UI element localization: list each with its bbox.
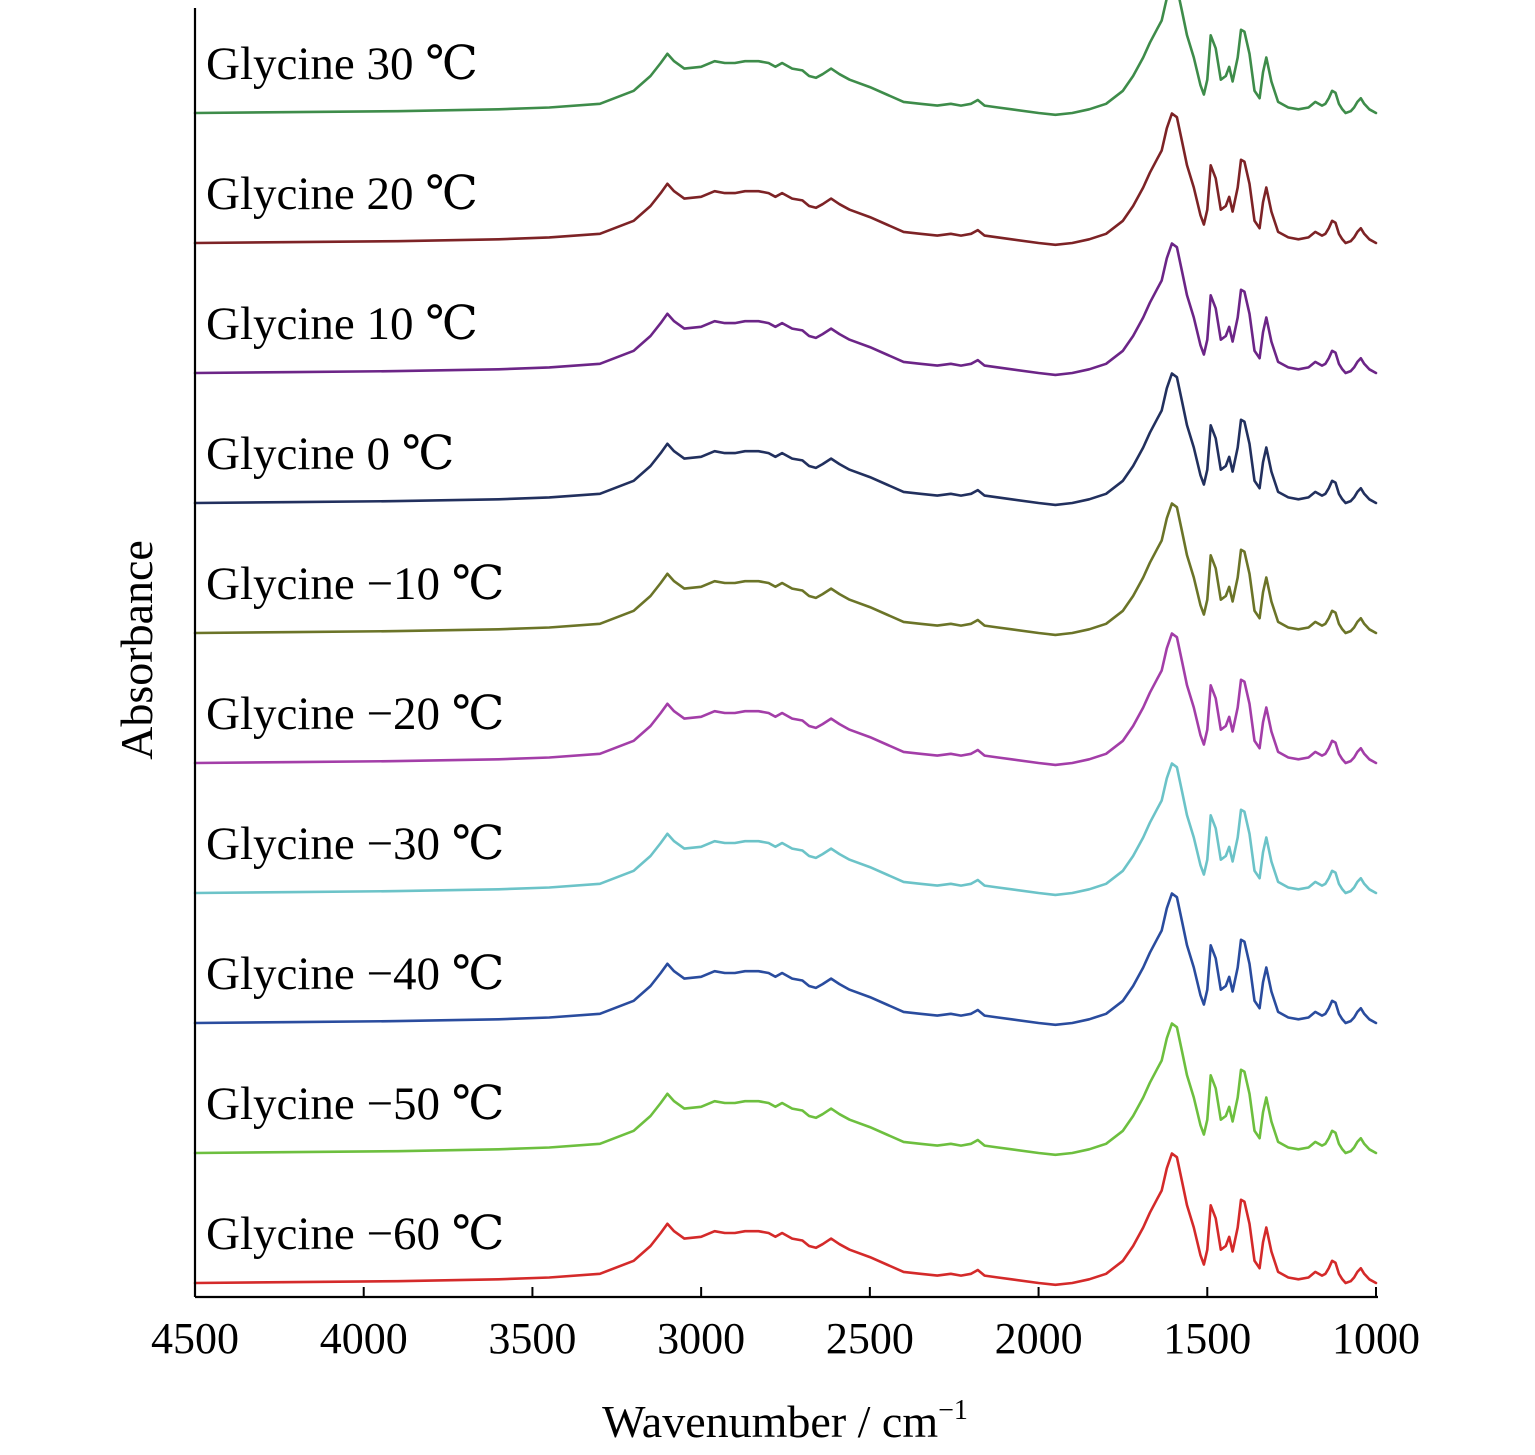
series-line-7 [193, 892, 1378, 1027]
series-line-2 [193, 242, 1378, 377]
x-axis-title: Wavenumber / cm−1 [602, 1395, 968, 1447]
series-label-1: Glycine 20 ℃ [206, 168, 478, 220]
x-tick-label-6: 1500 [1163, 1314, 1251, 1363]
series-line-1 [193, 112, 1378, 247]
series-line-8 [193, 1022, 1378, 1157]
y-axis-title: Absorbance [111, 540, 162, 760]
x-tick-label-4: 2500 [826, 1314, 914, 1363]
x-tick-label-5: 2000 [995, 1314, 1083, 1363]
x-axis-ticks: 4500 4000 3500 3000 2500 2000 1500 1000 [151, 1287, 1420, 1363]
x-tick-label-0: 4500 [151, 1314, 239, 1363]
series-label-0: Glycine 30 ℃ [206, 38, 478, 90]
series-label-5: Glycine −20 ℃ [206, 688, 504, 740]
series-line-6 [193, 762, 1378, 897]
spectra-series-group [193, 0, 1378, 1287]
x-tick-label-7: 1000 [1332, 1314, 1420, 1363]
series-label-3: Glycine 0 ℃ [206, 428, 454, 480]
series-label-8: Glycine −50 ℃ [206, 1078, 504, 1130]
x-tick-label-3: 3000 [657, 1314, 745, 1363]
series-line-9 [193, 1152, 1378, 1287]
series-line-5 [193, 632, 1378, 767]
series-labels-group: Glycine 30 ℃ Glycine 20 ℃ Glycine 10 ℃ Glyc… [206, 38, 504, 1260]
series-line-4 [193, 502, 1378, 637]
series-label-6: Glycine −30 ℃ [206, 818, 504, 870]
x-tick-label-2: 3500 [488, 1314, 576, 1363]
series-label-2: Glycine 10 ℃ [206, 298, 478, 350]
x-tick-label-1: 4000 [320, 1314, 408, 1363]
series-label-7: Glycine −40 ℃ [206, 948, 504, 1000]
series-line-3 [193, 372, 1378, 507]
series-label-4: Glycine −10 ℃ [206, 558, 504, 610]
x-axis-title-superscript: −1 [938, 1395, 968, 1426]
series-label-9: Glycine −60 ℃ [206, 1208, 504, 1260]
series-line-0 [193, 0, 1378, 117]
